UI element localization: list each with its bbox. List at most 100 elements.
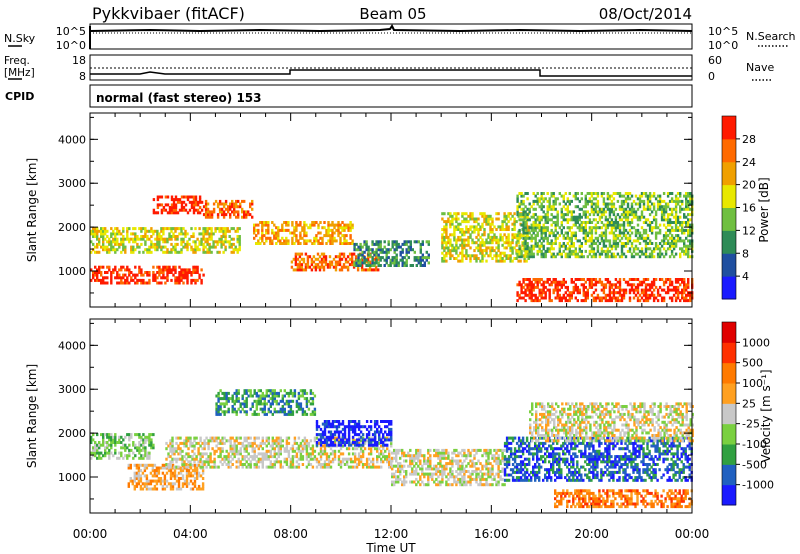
echo-cell: [473, 249, 476, 253]
echo-cell: [604, 296, 608, 300]
echo-cell: [455, 243, 458, 247]
echo-cell: [237, 199, 240, 203]
echo-cell: [620, 252, 624, 256]
echo-cell: [175, 474, 179, 478]
echo-cell: [365, 242, 368, 246]
echo-cell: [325, 228, 328, 232]
echo-cell: [287, 449, 291, 453]
echo-cell: [596, 293, 600, 297]
echo-cell: [178, 232, 181, 236]
echo-cell: [610, 283, 614, 287]
echo-cell: [522, 221, 525, 224]
echo-cell: [384, 457, 387, 461]
echo-cell: [160, 235, 163, 238]
echo-cell: [275, 234, 278, 238]
echo-cell: [184, 232, 187, 236]
echo-cell: [294, 257, 298, 261]
echo-cell: [320, 257, 324, 261]
echo-cell: [644, 285, 648, 289]
echo-cell: [526, 207, 529, 211]
echo-cell: [578, 288, 581, 292]
echo-cell: [516, 249, 519, 253]
echo-cell: [610, 226, 614, 230]
echo-cell: [453, 238, 456, 242]
echo-cell: [257, 452, 260, 456]
echo-cell: [132, 227, 135, 231]
echo-cell: [265, 239, 268, 243]
echo-cell: [153, 471, 157, 475]
echo-cell: [285, 439, 289, 443]
echo-cell: [241, 199, 244, 203]
echo-cell: [201, 441, 204, 445]
echo-cell: [271, 394, 274, 398]
echo-cell: [588, 283, 592, 287]
echo-cell: [229, 447, 232, 451]
echo-cell: [679, 278, 682, 281]
echo-cell: [608, 285, 612, 289]
echo-cell: [616, 296, 620, 300]
echo-cell: [108, 265, 111, 269]
echo-cell: [674, 221, 678, 224]
echo-cell: [499, 254, 502, 258]
echo-cell: [584, 194, 587, 198]
echo-cell: [130, 237, 133, 241]
echo-cell: [339, 231, 342, 235]
echo-cell: [225, 410, 228, 414]
echo-cell: [153, 469, 157, 473]
echo-cell: [181, 474, 185, 478]
echo-cell: [124, 278, 127, 282]
echo-cell: [389, 261, 392, 265]
echo-cell: [233, 202, 236, 206]
echo-cell: [128, 435, 131, 439]
echo-cell: [351, 439, 355, 443]
echo-cell: [176, 227, 179, 231]
echo-cell: [120, 240, 123, 244]
echo-cell: [224, 237, 227, 241]
echo-cell: [445, 228, 448, 231]
echo-cell: [672, 236, 676, 240]
echo-cell: [513, 233, 516, 237]
echo-cell: [493, 249, 496, 253]
echo-cell: [138, 271, 141, 274]
echo-cell: [208, 215, 212, 219]
echo-cell: [634, 210, 638, 214]
echo-cell: [674, 228, 678, 232]
echo-cell: [463, 241, 466, 245]
echo-cell: [652, 283, 656, 287]
echo-cell: [518, 231, 521, 235]
echo-cell: [612, 252, 616, 256]
echo-cell: [560, 244, 563, 248]
echo-cell: [650, 280, 654, 284]
echo-cell: [182, 208, 186, 212]
echo-cell: [604, 293, 608, 297]
echo-cell: [602, 213, 606, 217]
echo-cell: [243, 210, 246, 214]
echo-cell: [548, 283, 551, 287]
echo-cell: [600, 249, 604, 253]
echo-cell: [186, 211, 190, 215]
echo-cell: [570, 293, 573, 297]
echo-cell: [124, 446, 127, 450]
echo-cell: [564, 252, 567, 256]
echo-cell: [560, 194, 563, 198]
echo-cell: [96, 433, 99, 437]
echo-cell: [648, 197, 652, 201]
echo-cell: [350, 252, 354, 256]
echo-cell: [219, 460, 222, 464]
echo-cell: [477, 233, 480, 237]
echo-cell: [689, 231, 692, 235]
echo-cell: [303, 242, 306, 245]
echo-cell: [217, 412, 220, 416]
echo-cell: [634, 288, 638, 292]
echo-cell: [598, 234, 602, 238]
echo-cell: [576, 239, 579, 243]
echo-cell: [572, 288, 575, 292]
echo-cell: [445, 246, 448, 250]
echo-cell: [94, 446, 97, 450]
echo-cell: [134, 240, 137, 244]
echo-cell: [578, 226, 581, 230]
echo-cell: [668, 213, 672, 217]
echo-cell: [222, 250, 225, 254]
echo-cell: [309, 223, 312, 227]
echo-cell: [491, 217, 494, 221]
